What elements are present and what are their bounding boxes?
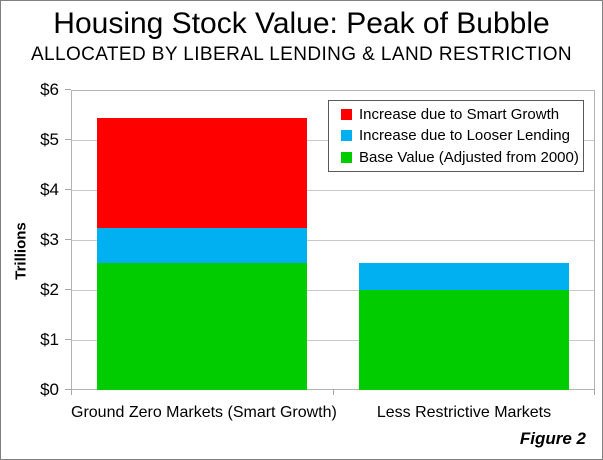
x-tick-mark [594,389,595,395]
bar-segment [97,228,307,263]
y-tick-mark [65,339,71,340]
y-tick-mark [65,239,71,240]
gridline [72,240,594,241]
legend-item-base-value: Base Value (Adjusted from 2000) [341,149,579,166]
legend: Increase due to Smart Growth Increase du… [328,100,584,172]
gridline [72,290,594,291]
gridline [72,190,594,191]
y-tick-label: $3 [40,230,59,249]
x-tick-mark [71,389,72,395]
legend-item-smart-growth: Increase due to Smart Growth [341,106,579,123]
bar-segment [97,263,307,390]
legend-swatch-green-icon [341,151,352,163]
y-tick-label: $0 [40,380,59,399]
y-tick-mark [65,139,71,140]
y-tick-label: $2 [40,280,59,299]
y-tick-mark [65,89,71,90]
legend-label: Increase due to Smart Growth [359,106,560,124]
chart-subtitle: ALLOCATED BY LIBERAL LENDING & LAND REST… [30,44,573,65]
legend-swatch-red-icon [341,109,352,121]
figure-number-label: Figure 2 [519,429,586,448]
legend-swatch-blue-icon [341,130,352,142]
y-tick-mark [65,189,71,190]
y-tick-label: $4 [40,180,59,199]
bar-segment [359,263,569,290]
y-tick-mark [65,389,71,390]
y-tick-label: $1 [40,330,59,349]
legend-label: Increase due to Looser Lending [359,127,570,145]
y-tick-mark [65,289,71,290]
bar-segment [359,290,569,390]
gridline [72,340,594,341]
y-tick-label: $5 [40,130,59,149]
legend-item-looser-lending: Increase due to Looser Lending [341,127,579,144]
x-category-label-less-restrictive: Less Restrictive Markets [376,404,552,421]
legend-label: Base Value (Adjusted from 2000) [359,148,579,166]
bar-segment [97,118,307,228]
x-tick-mark [333,389,334,395]
x-category-label-ground-zero: Ground Zero Markets (Smart Growth) [71,404,337,421]
y-tick-label: $6 [40,80,59,99]
chart-title: Housing Stock Value: Peak of Bubble [53,7,550,40]
